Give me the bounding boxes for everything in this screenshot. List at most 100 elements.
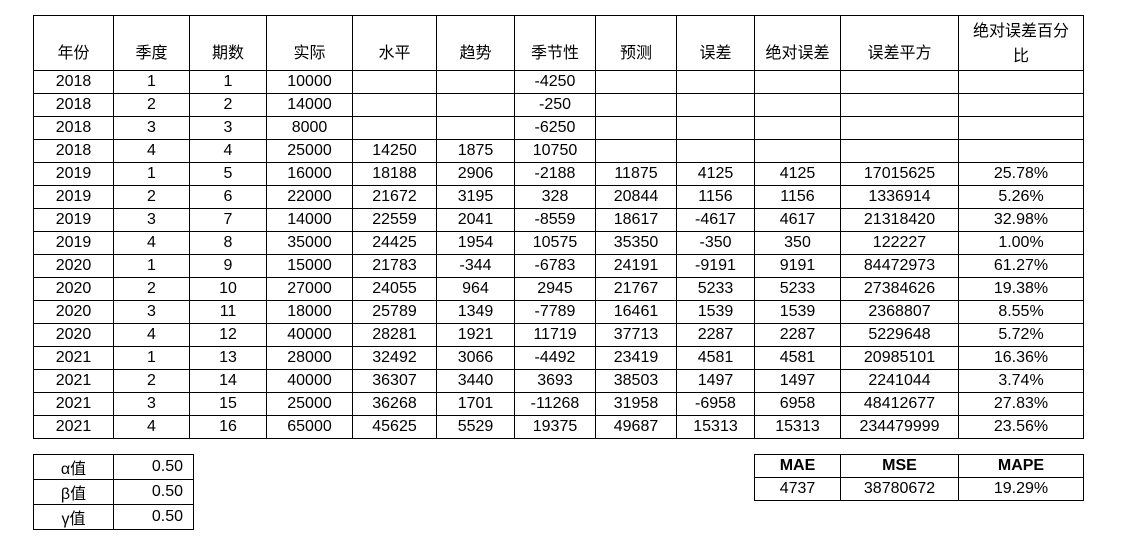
cell-r9-c12[interactable]: 61.27% (958, 254, 1084, 278)
col-header-trend[interactable]: 趋势 (436, 15, 515, 71)
col-header-seasonality[interactable]: 季节性 (514, 15, 596, 71)
cell-r11-c6[interactable]: 1349 (436, 300, 515, 324)
beta-value[interactable]: 0.50 (113, 479, 194, 505)
cell-r16-c7[interactable]: 19375 (514, 415, 596, 439)
cell-r9-c6[interactable]: -344 (436, 254, 515, 278)
cell-r13-c6[interactable]: 3066 (436, 346, 515, 370)
cell-r5-c7[interactable]: -2188 (514, 162, 596, 186)
cell-r3-c2[interactable]: 3 (113, 116, 190, 140)
cell-r14-c7[interactable]: 3693 (514, 369, 596, 393)
cell-r11-c3[interactable]: 11 (189, 300, 267, 324)
cell-r5-c6[interactable]: 2906 (436, 162, 515, 186)
cell-r13-c9[interactable]: 4581 (676, 346, 755, 370)
cell-r2-c8[interactable] (595, 93, 677, 117)
cell-r4-c4[interactable]: 25000 (266, 139, 353, 163)
cell-r10-c6[interactable]: 964 (436, 277, 515, 301)
cell-r10-c5[interactable]: 24055 (352, 277, 437, 301)
cell-r12-c9[interactable]: 2287 (676, 323, 755, 347)
cell-r7-c1[interactable]: 2019 (33, 208, 114, 232)
cell-r2-c3[interactable]: 2 (189, 93, 267, 117)
cell-r5-c4[interactable]: 16000 (266, 162, 353, 186)
cell-r4-c7[interactable]: 10750 (514, 139, 596, 163)
cell-r8-c8[interactable]: 35350 (595, 231, 677, 255)
cell-r3-c10[interactable] (754, 116, 841, 140)
cell-r14-c6[interactable]: 3440 (436, 369, 515, 393)
cell-r1-c1[interactable]: 2018 (33, 70, 114, 94)
cell-r7-c7[interactable]: -8559 (514, 208, 596, 232)
col-header-forecast[interactable]: 预测 (595, 15, 677, 71)
cell-r4-c6[interactable]: 1875 (436, 139, 515, 163)
cell-r12-c10[interactable]: 2287 (754, 323, 841, 347)
cell-r4-c3[interactable]: 4 (189, 139, 267, 163)
cell-r7-c11[interactable]: 21318420 (840, 208, 959, 232)
cell-r6-c6[interactable]: 3195 (436, 185, 515, 209)
cell-r1-c3[interactable]: 1 (189, 70, 267, 94)
cell-r15-c3[interactable]: 15 (189, 392, 267, 416)
cell-r12-c11[interactable]: 5229648 (840, 323, 959, 347)
alpha-label[interactable]: α值 (33, 454, 114, 480)
cell-r1-c8[interactable] (595, 70, 677, 94)
cell-r4-c8[interactable] (595, 139, 677, 163)
cell-r2-c6[interactable] (436, 93, 515, 117)
cell-r1-c5[interactable] (352, 70, 437, 94)
cell-r9-c8[interactable]: 24191 (595, 254, 677, 278)
cell-r9-c11[interactable]: 84472973 (840, 254, 959, 278)
cell-r16-c12[interactable]: 23.56% (958, 415, 1084, 439)
cell-r9-c3[interactable]: 9 (189, 254, 267, 278)
cell-r1-c4[interactable]: 10000 (266, 70, 353, 94)
cell-r15-c4[interactable]: 25000 (266, 392, 353, 416)
col-header-error[interactable]: 误差 (676, 15, 755, 71)
cell-r6-c4[interactable]: 22000 (266, 185, 353, 209)
cell-r1-c10[interactable] (754, 70, 841, 94)
cell-r3-c12[interactable] (958, 116, 1084, 140)
col-header-period[interactable]: 期数 (189, 15, 267, 71)
cell-r2-c2[interactable]: 2 (113, 93, 190, 117)
cell-r5-c10[interactable]: 4125 (754, 162, 841, 186)
cell-r8-c4[interactable]: 35000 (266, 231, 353, 255)
cell-r1-c2[interactable]: 1 (113, 70, 190, 94)
cell-r8-c12[interactable]: 1.00% (958, 231, 1084, 255)
cell-r15-c8[interactable]: 31958 (595, 392, 677, 416)
cell-r12-c12[interactable]: 5.72% (958, 323, 1084, 347)
cell-r13-c12[interactable]: 16.36% (958, 346, 1084, 370)
cell-r11-c8[interactable]: 16461 (595, 300, 677, 324)
cell-r6-c9[interactable]: 1156 (676, 185, 755, 209)
cell-r8-c1[interactable]: 2019 (33, 231, 114, 255)
cell-r4-c2[interactable]: 4 (113, 139, 190, 163)
cell-r6-c8[interactable]: 20844 (595, 185, 677, 209)
cell-r1-c9[interactable] (676, 70, 755, 94)
cell-r5-c9[interactable]: 4125 (676, 162, 755, 186)
cell-r15-c10[interactable]: 6958 (754, 392, 841, 416)
cell-r11-c1[interactable]: 2020 (33, 300, 114, 324)
cell-r9-c9[interactable]: -9191 (676, 254, 755, 278)
mse-value[interactable]: 38780672 (840, 477, 959, 501)
cell-r4-c1[interactable]: 2018 (33, 139, 114, 163)
cell-r9-c7[interactable]: -6783 (514, 254, 596, 278)
gamma-value[interactable]: 0.50 (113, 504, 194, 530)
cell-r13-c8[interactable]: 23419 (595, 346, 677, 370)
cell-r14-c4[interactable]: 40000 (266, 369, 353, 393)
cell-r4-c9[interactable] (676, 139, 755, 163)
cell-r7-c9[interactable]: -4617 (676, 208, 755, 232)
cell-r11-c11[interactable]: 2368807 (840, 300, 959, 324)
cell-r16-c3[interactable]: 16 (189, 415, 267, 439)
cell-r4-c10[interactable] (754, 139, 841, 163)
cell-r10-c3[interactable]: 10 (189, 277, 267, 301)
cell-r1-c12[interactable] (958, 70, 1084, 94)
cell-r3-c11[interactable] (840, 116, 959, 140)
cell-r3-c4[interactable]: 8000 (266, 116, 353, 140)
cell-r14-c1[interactable]: 2021 (33, 369, 114, 393)
cell-r16-c9[interactable]: 15313 (676, 415, 755, 439)
col-header-abs-error[interactable]: 绝对误差 (754, 15, 841, 71)
cell-r15-c11[interactable]: 48412677 (840, 392, 959, 416)
cell-r14-c9[interactable]: 1497 (676, 369, 755, 393)
cell-r10-c11[interactable]: 27384626 (840, 277, 959, 301)
cell-r12-c4[interactable]: 40000 (266, 323, 353, 347)
cell-r16-c5[interactable]: 45625 (352, 415, 437, 439)
cell-r6-c11[interactable]: 1336914 (840, 185, 959, 209)
cell-r3-c7[interactable]: -6250 (514, 116, 596, 140)
mae-value[interactable]: 4737 (754, 477, 841, 501)
cell-r1-c6[interactable] (436, 70, 515, 94)
cell-r2-c1[interactable]: 2018 (33, 93, 114, 117)
beta-label[interactable]: β值 (33, 479, 114, 505)
